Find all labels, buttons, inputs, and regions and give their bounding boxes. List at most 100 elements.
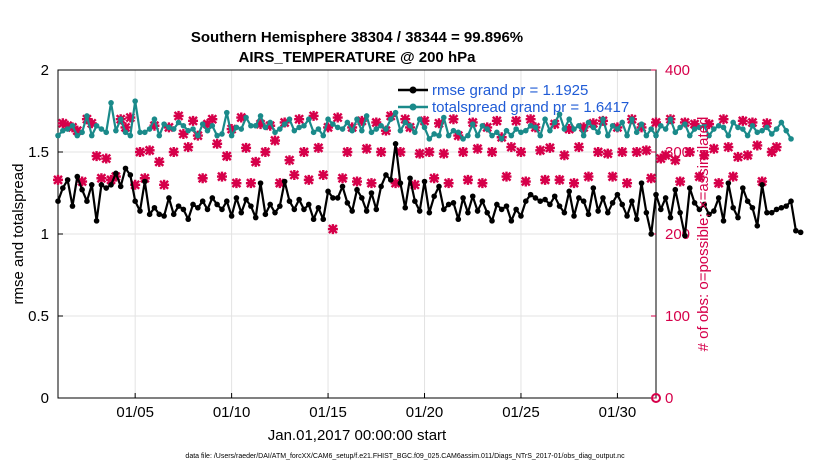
totalspread-point <box>768 131 775 137</box>
totalspread-point <box>658 122 664 129</box>
totalspread-point <box>402 119 409 126</box>
rmse-point <box>281 178 288 185</box>
totalspread-point <box>64 126 71 132</box>
totalspread-point <box>88 132 95 139</box>
obs-assimilated-point <box>188 115 199 126</box>
totalspread-point <box>503 127 510 134</box>
rmse-point <box>402 204 409 211</box>
rmse-point <box>296 196 302 203</box>
totalspread-point <box>214 132 220 139</box>
obs-assimilated-point <box>154 156 165 167</box>
totalspread-point <box>334 124 341 131</box>
obs-assimilated-point <box>520 176 531 187</box>
x-axis-label: Jan.01,2017 00:00:00 start <box>268 427 447 444</box>
obs-assimilated-point <box>660 150 671 161</box>
totalspread-point <box>330 121 336 127</box>
totalspread-point <box>272 129 278 136</box>
obs-assimilated-point <box>433 118 444 129</box>
y-axis-label: rmse and totalspread <box>10 164 27 305</box>
rmse-point <box>378 183 384 190</box>
obs-assimilated-point <box>535 145 546 156</box>
totalspread-point <box>629 116 635 122</box>
rmse-point <box>600 195 606 201</box>
obs-assimilated-point <box>361 143 372 154</box>
obs-assimilated-point <box>414 148 425 159</box>
totalspread-point <box>672 129 679 136</box>
totalspread-point <box>132 98 138 104</box>
legend: rmse grand pr = 1.1925 totalspread grand… <box>398 82 629 116</box>
totalspread-point <box>392 109 399 116</box>
rmse-point <box>325 188 331 195</box>
obs-assimilated-point <box>168 147 179 157</box>
rmse-point <box>84 198 90 204</box>
rmse-point <box>503 203 510 209</box>
rmse-point <box>778 204 785 211</box>
rmse-point <box>98 182 105 188</box>
rmse-point <box>595 208 601 214</box>
rmse-point <box>773 206 780 213</box>
obs-assimilated-point <box>125 112 136 123</box>
totalspread-point <box>730 119 736 126</box>
obs-assimilated-point <box>134 147 145 157</box>
obs-assimilated-point <box>323 122 334 133</box>
obs-assimilated-point <box>544 142 555 153</box>
totalspread-point <box>421 124 428 131</box>
totalspread-point <box>137 129 143 136</box>
rmse-point <box>653 191 659 198</box>
obs-assimilated-point <box>704 119 715 130</box>
obs-assimilated-point <box>110 171 121 182</box>
obs-assimilated-point <box>443 178 454 189</box>
obs-assimilated-point <box>395 147 406 157</box>
totalspread-point <box>619 119 626 126</box>
rmse-point <box>711 208 717 214</box>
totalspread-point <box>291 127 298 134</box>
rmse-point <box>489 218 495 224</box>
totalspread-point <box>305 116 312 122</box>
totalspread-point <box>199 121 206 127</box>
rmse-point <box>629 198 635 204</box>
totalspread-point <box>522 127 529 134</box>
obs-assimilated-point <box>462 174 473 185</box>
totalspread-point <box>561 126 568 132</box>
obs-assimilated-point <box>689 119 700 130</box>
totalspread-point <box>383 126 389 132</box>
obs-assimilated-point <box>86 118 97 129</box>
obs-assimilated-point <box>313 142 324 153</box>
rmse-point <box>527 191 534 198</box>
obs-assimilated-point <box>342 147 353 157</box>
y-tick-label: 1.5 <box>28 144 49 161</box>
totalspread-point <box>604 132 611 139</box>
rmse-point <box>79 186 85 193</box>
rmse-point <box>460 195 466 201</box>
rmse-point <box>701 201 708 208</box>
totalspread-point <box>257 113 264 119</box>
rmse-point <box>69 203 76 209</box>
obs-assimilated-point <box>752 140 763 151</box>
totalspread-point <box>455 129 462 136</box>
rmse-point <box>368 190 375 196</box>
rmse-point <box>373 206 380 213</box>
totalspread-point <box>783 127 790 134</box>
totalspread-point <box>725 132 732 139</box>
obs-assimilated-point <box>57 118 68 129</box>
totalspread-point <box>98 126 105 132</box>
rmse-point <box>513 206 519 213</box>
rmse-point <box>412 198 418 204</box>
totalspread-point <box>441 114 447 121</box>
rmse-point <box>195 204 201 211</box>
totalspread-point <box>354 116 360 122</box>
series-lines <box>55 98 804 239</box>
totalspread-point <box>576 122 582 129</box>
rmse-point <box>445 201 452 208</box>
totalspread-point <box>513 126 519 132</box>
totalspread-point <box>228 132 235 139</box>
obs-assimilated-point <box>318 169 329 180</box>
rmse-point <box>344 200 351 206</box>
totalspread-point <box>547 127 553 134</box>
totalspread-point <box>286 116 293 122</box>
rmse-point <box>658 206 664 213</box>
rmse-point <box>556 203 563 209</box>
totalspread-point <box>166 124 172 131</box>
obs-assimilated-point <box>366 178 377 189</box>
